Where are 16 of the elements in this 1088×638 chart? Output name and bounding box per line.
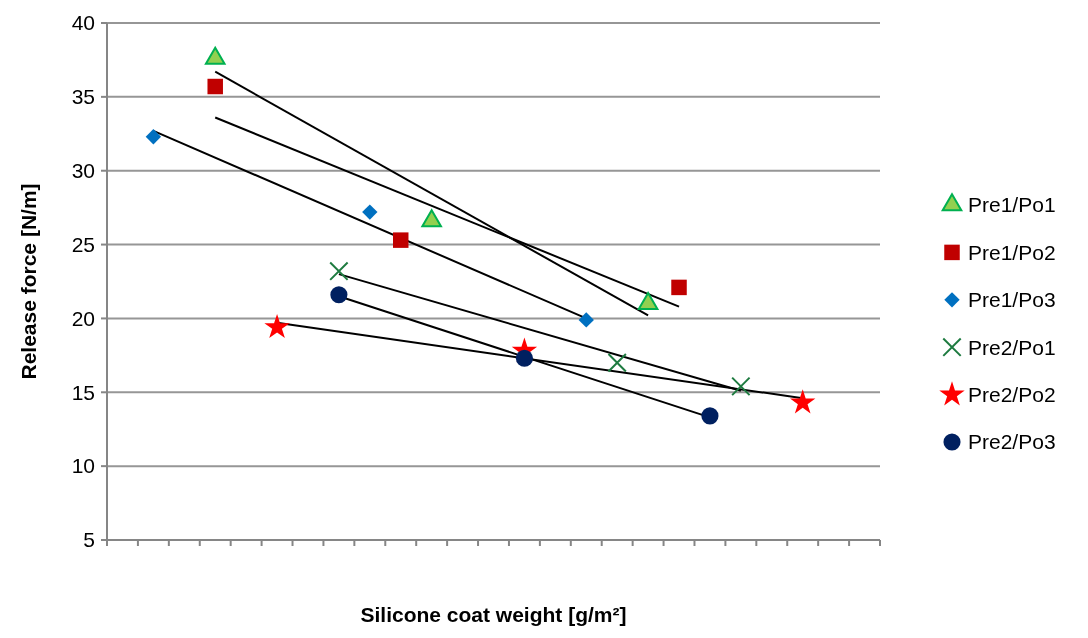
y-tick-label: 5: [83, 528, 95, 552]
y-tick-label: 10: [71, 454, 95, 478]
y-tick-label: 30: [71, 159, 95, 183]
legend-label: Pre1/Po2: [968, 240, 1056, 264]
legend-label: Pre2/Po1: [968, 335, 1056, 359]
legend-label: Pre2/Po2: [968, 382, 1056, 406]
y-tick-label: 20: [71, 306, 95, 330]
y-tick-label: 25: [71, 232, 95, 256]
y-tick-label: 35: [71, 85, 95, 109]
y-axis-title: Release force [N/m]: [17, 183, 40, 380]
y-tick-label: 15: [71, 380, 95, 404]
legend-label: Pre1/Po1: [968, 193, 1056, 217]
x-axis-title: Silicone coat weight [g/m²]: [360, 603, 627, 626]
legend-label: Pre1/Po3: [968, 288, 1056, 312]
legend-label: Pre2/Po3: [968, 430, 1056, 454]
y-tick-label: 40: [71, 11, 95, 35]
